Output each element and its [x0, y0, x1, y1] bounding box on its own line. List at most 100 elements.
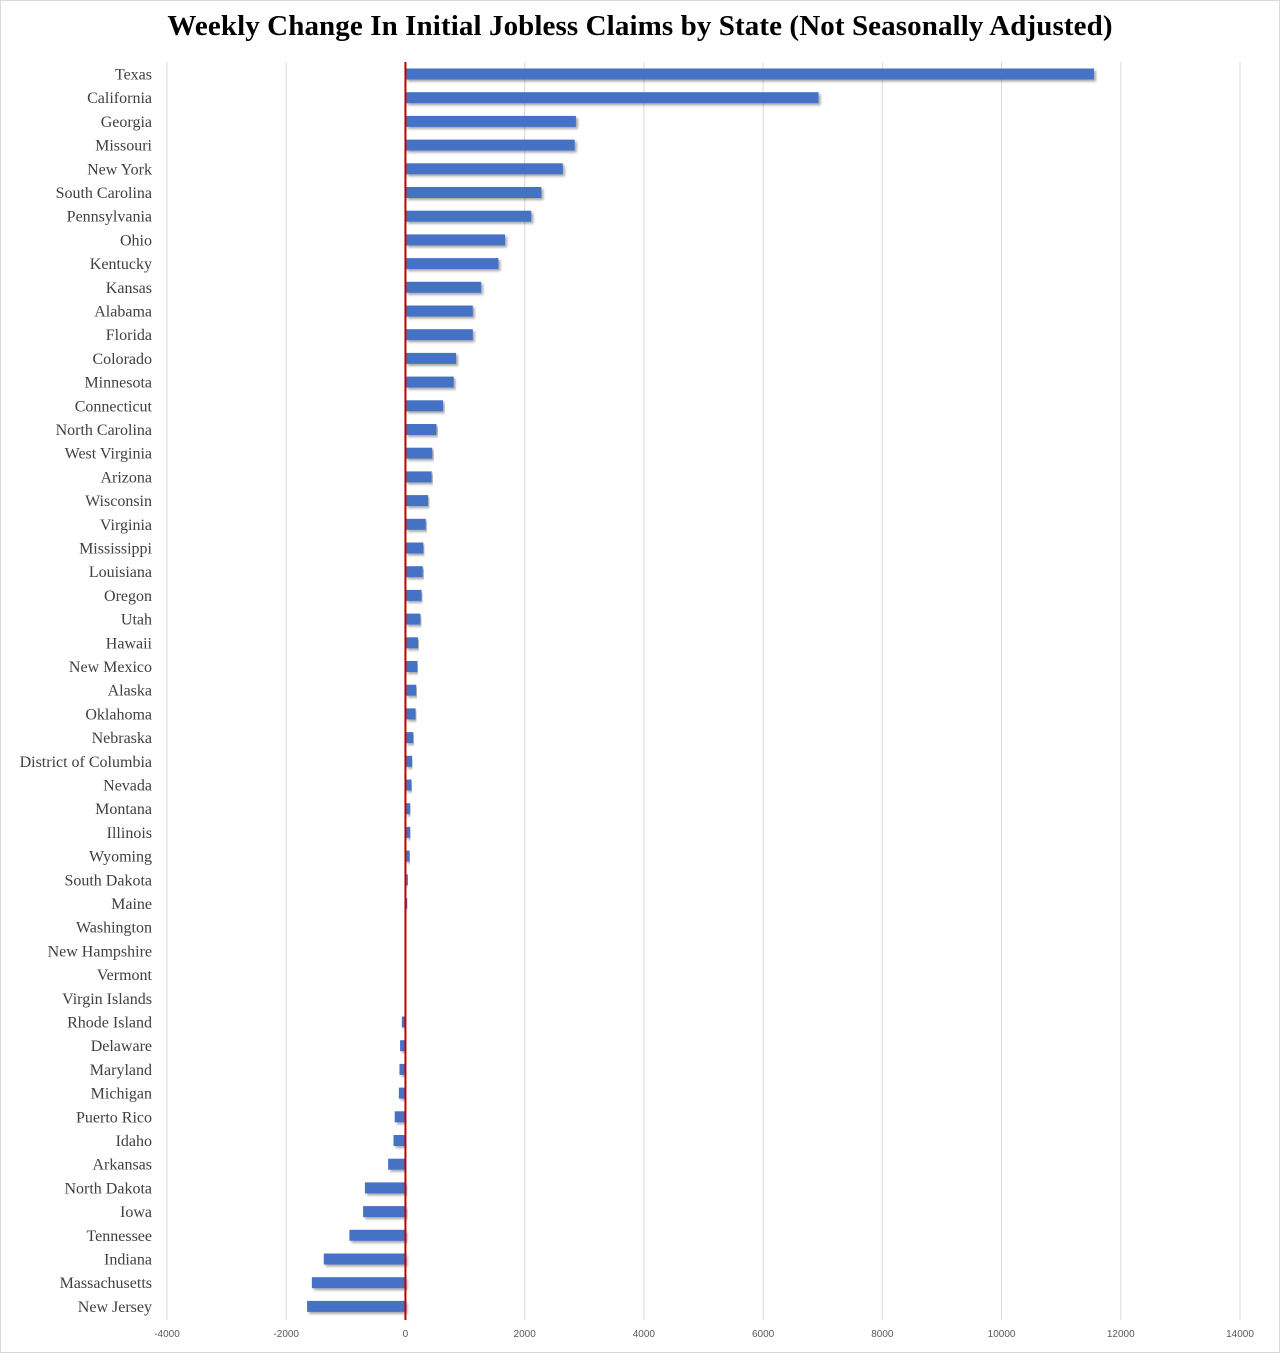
bar [405, 400, 443, 412]
bar [398, 1087, 406, 1099]
bar [405, 874, 408, 886]
bar [405, 305, 473, 317]
x-tick-label: 6000 [752, 1329, 775, 1340]
category-label: Puerto Rico [76, 1109, 152, 1126]
category-label: Arkansas [92, 1157, 152, 1174]
category-label: Michigan [91, 1086, 152, 1103]
category-label: South Dakota [64, 872, 152, 889]
category-label: Idaho [116, 1133, 152, 1150]
x-tick-label: 8000 [871, 1329, 894, 1340]
bar [405, 68, 1094, 80]
bar [405, 187, 542, 198]
bar [307, 1300, 406, 1312]
bar [364, 1182, 406, 1194]
gridlines [166, 62, 1241, 1320]
category-label: Alabama [94, 304, 152, 321]
bar [405, 850, 410, 862]
bar [405, 637, 418, 649]
bar [405, 329, 473, 341]
category-label: Virginia [100, 517, 152, 534]
category-label: Nebraska [92, 730, 152, 747]
category-label: District of Columbia [20, 754, 152, 771]
bar [405, 281, 482, 293]
bar [405, 779, 412, 791]
category-labels: Texas California Georgia Missouri New York So… [20, 67, 153, 1316]
category-label: Vermont [97, 967, 153, 984]
bar [363, 1206, 406, 1218]
category-label: Rhode Island [67, 1015, 152, 1032]
x-tick-label: 14000 [1226, 1329, 1254, 1340]
category-label: Oklahoma [85, 706, 152, 723]
bar [405, 542, 424, 554]
category-label: New Jersey [78, 1299, 152, 1316]
category-label: Illinois [107, 825, 152, 842]
category-label: Missouri [95, 138, 152, 155]
bar [405, 495, 429, 507]
bar [394, 1111, 406, 1123]
bar [405, 115, 576, 127]
category-label: Tennessee [86, 1228, 152, 1245]
bar [405, 589, 422, 601]
bar [388, 1158, 406, 1170]
category-label: Wisconsin [85, 493, 152, 510]
category-label: Connecticut [75, 398, 153, 415]
bar [349, 1229, 406, 1241]
category-label: Louisiana [89, 564, 152, 581]
bar [405, 471, 432, 483]
category-label: New Hampshire [48, 943, 152, 960]
bar [311, 1277, 406, 1289]
bar [393, 1135, 406, 1146]
bar [405, 258, 499, 270]
category-label: Florida [106, 327, 152, 344]
category-label: Ohio [120, 232, 152, 249]
category-label: Pennsylvania [67, 209, 152, 226]
bar [400, 1040, 406, 1052]
bar [405, 755, 413, 767]
bar [405, 376, 454, 388]
category-label: Maryland [90, 1062, 152, 1079]
category-label: Mississippi [79, 541, 152, 558]
bar [405, 234, 505, 246]
category-label: California [87, 90, 152, 107]
category-label: Texas [115, 67, 152, 84]
bar [405, 684, 417, 696]
bar [405, 803, 411, 815]
bar [405, 826, 411, 838]
category-label: Virgin Islands [62, 991, 152, 1008]
bar [405, 708, 416, 720]
bar [405, 163, 563, 175]
bar [405, 424, 437, 435]
x-tick-label: 4000 [633, 1329, 656, 1340]
category-label: West Virginia [65, 446, 152, 463]
category-label: Delaware [91, 1038, 152, 1055]
x-tick-label: 2000 [514, 1329, 537, 1340]
category-label: Kentucky [90, 256, 152, 273]
bar [405, 352, 457, 364]
bar [323, 1253, 406, 1265]
x-tick-label: -2000 [273, 1329, 299, 1340]
bars [307, 68, 1094, 1312]
bar [399, 1063, 406, 1075]
category-label: Oregon [104, 588, 152, 605]
bar [405, 732, 414, 744]
chart-title: Weekly Change In Initial Jobless Claims … [167, 10, 1113, 42]
category-label: Georgia [101, 114, 152, 131]
bar [405, 661, 418, 672]
category-label: New York [87, 161, 152, 178]
category-label: North Dakota [64, 1180, 152, 1197]
category-label: Montana [95, 801, 152, 818]
category-label: Arizona [100, 469, 152, 486]
category-label: New Mexico [69, 659, 152, 676]
bar [405, 139, 575, 151]
category-label: Minnesota [84, 375, 152, 392]
category-label: Nevada [103, 778, 152, 795]
category-label: Iowa [120, 1204, 152, 1221]
category-label: Washington [76, 920, 152, 937]
category-label: Indiana [104, 1252, 152, 1269]
category-label: Maine [111, 896, 152, 913]
bar [405, 566, 423, 578]
bar [405, 447, 433, 459]
bar [405, 518, 426, 530]
bar [405, 92, 819, 104]
